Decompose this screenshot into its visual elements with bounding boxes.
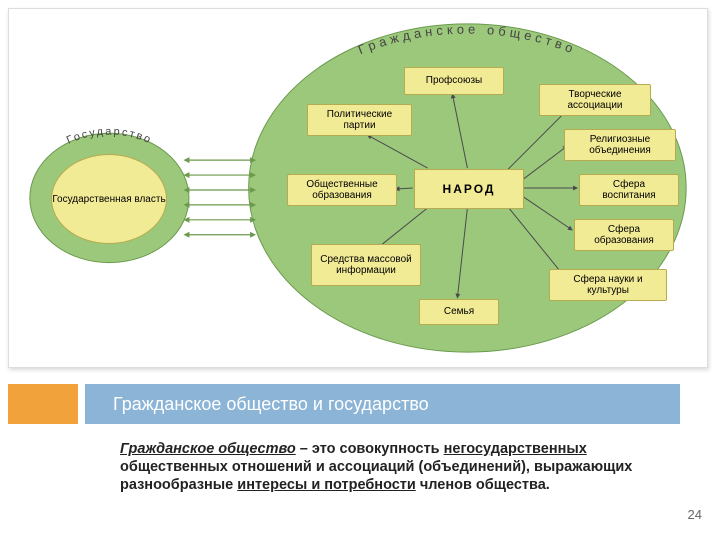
node-profsoyuzy: Профсоюзы bbox=[404, 67, 504, 95]
diagram-area: Гражданское общество Государство Государ… bbox=[8, 8, 708, 368]
title-accent bbox=[8, 384, 78, 424]
def-term: Гражданское общество bbox=[120, 441, 296, 457]
node-relig: Религиозные объединения bbox=[564, 129, 676, 161]
center-node: НАРОД bbox=[414, 169, 524, 209]
node-vosp: Сфера воспитания bbox=[579, 174, 679, 206]
node-smi: Средства массовой информации bbox=[311, 244, 421, 286]
state-inner-label: Государственная власть bbox=[52, 194, 165, 205]
node-nauka: Сфера науки и культуры bbox=[549, 269, 667, 301]
title-bar: Гражданское общество и государство bbox=[85, 384, 680, 424]
state-society-arrows bbox=[185, 160, 255, 235]
definition-text: Гражданское общество – это совокупность … bbox=[120, 440, 640, 494]
title-text: Гражданское общество и государство bbox=[113, 394, 429, 415]
node-tvor: Творческие ассоциации bbox=[539, 84, 651, 116]
node-semya: Семья bbox=[419, 299, 499, 325]
page-number: 24 bbox=[688, 507, 702, 522]
state-inner-node: Государственная власть bbox=[51, 154, 167, 244]
center-node-label: НАРОД bbox=[443, 182, 496, 196]
node-obsh-obraz: Общественные образования bbox=[287, 174, 397, 206]
node-obraz: Сфера образования bbox=[574, 219, 674, 251]
node-polit: Политические партии bbox=[307, 104, 412, 136]
